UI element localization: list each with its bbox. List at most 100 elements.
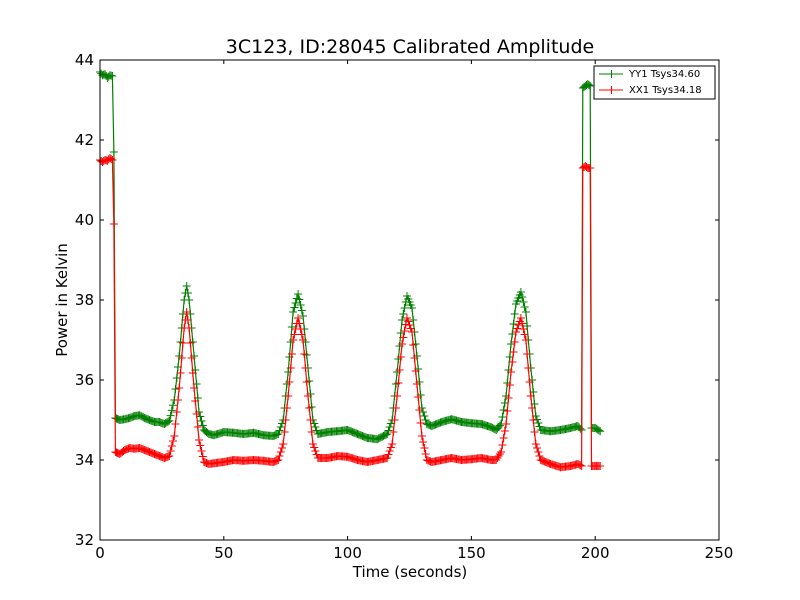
- x-tick-label: 50: [214, 544, 233, 562]
- data-point: [394, 379, 403, 387]
- data-point: [416, 419, 425, 427]
- data-point: [415, 406, 424, 414]
- series-0: [96, 68, 605, 444]
- data-point: [282, 404, 291, 412]
- data-point: [108, 156, 117, 164]
- data-point: [409, 316, 418, 324]
- data-point: [576, 424, 585, 433]
- data-point: [420, 412, 429, 420]
- data-point: [408, 304, 416, 312]
- data-point: [196, 441, 205, 450]
- data-point: [499, 434, 508, 442]
- data-point: [171, 420, 180, 428]
- data-point: [295, 295, 304, 304]
- data-point: [382, 430, 390, 439]
- data-point: [507, 340, 515, 348]
- data-point: [398, 340, 407, 348]
- data-point: [183, 316, 192, 324]
- data-point: [182, 308, 191, 316]
- data-point: [509, 320, 518, 328]
- data-point: [274, 456, 283, 464]
- data-point: [280, 428, 289, 436]
- data-point: [510, 338, 519, 346]
- data-point: [169, 401, 177, 410]
- data-point: [518, 319, 527, 328]
- data-point: [414, 393, 423, 401]
- data-point: [278, 419, 286, 428]
- data-point: [185, 296, 194, 304]
- y-tick-label: 38: [75, 291, 94, 309]
- data-point: [386, 443, 395, 452]
- data-point: [166, 447, 175, 455]
- data-point: [576, 461, 585, 470]
- data-point: [278, 444, 286, 452]
- data-point: [164, 417, 173, 426]
- data-point: [167, 442, 176, 450]
- x-tick-label: 200: [581, 544, 610, 562]
- axis-ticks: 0 50 100 150 200 250 32 34 36 38 40 42 44: [75, 51, 733, 562]
- data-point: [529, 416, 538, 424]
- series-1: [96, 154, 605, 472]
- data-point: [301, 364, 310, 372]
- data-point: [109, 148, 118, 156]
- data-point: [417, 432, 426, 440]
- data-point: [276, 448, 285, 456]
- data-point: [297, 306, 306, 315]
- data-point: [535, 452, 544, 460]
- data-point: [192, 410, 201, 418]
- data-point: [299, 312, 307, 320]
- data-point: [409, 341, 418, 349]
- data-point: [495, 421, 504, 430]
- data-point: [516, 314, 525, 322]
- data-point: [275, 452, 284, 460]
- data-point: [306, 416, 315, 424]
- series-line-0: [99, 71, 601, 440]
- plot-area: [96, 68, 605, 472]
- data-point: [419, 408, 428, 416]
- data-point: [175, 384, 184, 392]
- data-point: [170, 432, 179, 440]
- data-point: [310, 443, 319, 452]
- data-point: [400, 304, 409, 312]
- data-point: [399, 333, 408, 342]
- data-point: [530, 428, 539, 436]
- data-point: [420, 444, 429, 452]
- data-point: [399, 310, 408, 318]
- data-point: [404, 317, 413, 326]
- data-point: [508, 330, 517, 338]
- data-point: [406, 324, 415, 333]
- data-point: [308, 440, 317, 448]
- data-point: [311, 447, 320, 455]
- data-point: [289, 336, 298, 344]
- data-point: [182, 282, 191, 290]
- data-point: [405, 321, 414, 329]
- data-point: [186, 339, 195, 347]
- data-point: [509, 348, 518, 356]
- data-point: [504, 394, 513, 402]
- data-point: [520, 303, 529, 311]
- data-point: [197, 447, 206, 455]
- data-point: [524, 364, 533, 372]
- data-point: [287, 350, 296, 358]
- legend-label-xx1: XX1 Tsys34.18: [629, 85, 702, 96]
- data-point: [294, 314, 303, 322]
- data-point: [495, 450, 504, 458]
- data-point: [519, 298, 528, 306]
- data-point: [167, 406, 176, 415]
- data-point: [498, 441, 507, 449]
- data-point: [514, 321, 523, 329]
- data-point: [302, 378, 311, 386]
- data-point: [183, 289, 192, 297]
- data-point: [400, 327, 409, 335]
- data-point: [281, 416, 290, 424]
- legend-box: [593, 65, 716, 100]
- data-point: [519, 325, 528, 333]
- data-point: [396, 329, 405, 337]
- x-tick-label: 250: [705, 544, 734, 562]
- data-point: [396, 353, 405, 361]
- data-point: [534, 419, 543, 427]
- data-point: [577, 462, 586, 470]
- data-point: [512, 328, 520, 336]
- data-point: [295, 319, 304, 328]
- x-tick-label: 100: [333, 544, 362, 562]
